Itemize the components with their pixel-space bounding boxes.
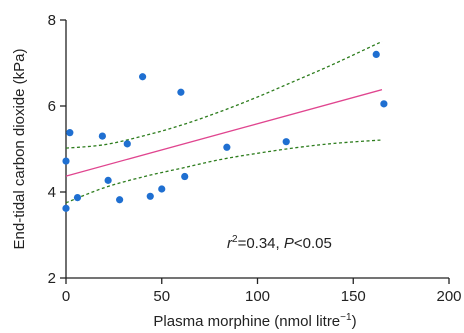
y-tick-label: 8 [48,12,56,29]
data-point [380,100,388,108]
data-point [146,192,154,200]
x-tick-label: 150 [341,288,366,305]
data-point [62,157,70,165]
y-axis-title: End-tidal carbon dioxide (kPa) [11,49,28,250]
data-point [62,204,70,212]
data-point [123,140,131,148]
y-ticks: 2 4 6 8 [48,12,66,287]
confidence-bands [65,40,383,204]
data-point [223,143,231,151]
data-point [73,193,82,202]
x-tick-label: 0 [62,288,70,305]
x-tick-label: 200 [436,288,461,305]
data-point [158,185,166,193]
ci-upper-line [65,40,383,149]
regression-line [65,89,383,177]
data-point [66,129,74,137]
data-points [62,50,388,212]
y-tick-label: 4 [48,184,56,201]
regression-line-group [65,89,383,177]
stats-annotation: r2=0.34, P<0.05 [227,234,332,252]
x-ticks: 0 50 100 150 200 [62,278,462,305]
y-tick-label: 2 [48,270,56,287]
data-point [181,172,189,181]
data-point [104,176,112,184]
data-point [372,50,380,59]
data-point [139,73,147,81]
x-axis-title: Plasma morphine (nmol litre−1) [153,312,356,330]
data-point [282,138,290,146]
axes: 2 4 6 8 0 50 100 150 200 [48,12,462,305]
x-tick-label: 100 [245,288,270,305]
x-tick-label: 50 [153,288,170,305]
y-tick-label: 6 [48,98,56,115]
data-point [177,88,185,96]
data-point [116,196,124,204]
data-point [98,132,106,140]
